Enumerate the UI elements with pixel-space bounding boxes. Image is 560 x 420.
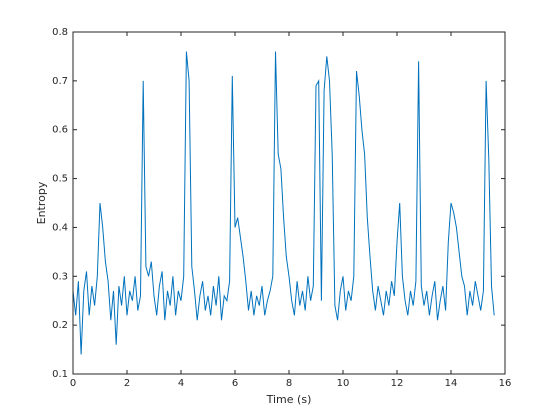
x-tick-label: 0	[70, 378, 76, 389]
x-tick-label: 16	[499, 378, 512, 389]
x-tick-label: 10	[337, 378, 350, 389]
y-tick-label: 0.1	[52, 369, 68, 380]
y-tick-label: 0.6	[52, 125, 68, 136]
x-tick-label: 6	[232, 378, 238, 389]
x-tick-label: 14	[445, 378, 458, 389]
x-axis-label: Time (s)	[266, 393, 312, 406]
x-tick-label: 8	[286, 378, 292, 389]
x-tick-label: 2	[124, 378, 130, 389]
y-tick-label: 0.4	[52, 222, 68, 233]
y-tick-label: 0.2	[52, 320, 68, 331]
x-tick-label: 4	[178, 378, 184, 389]
y-tick-label: 0.5	[52, 174, 68, 185]
data-line	[72, 51, 495, 355]
y-tick-label: 0.7	[52, 76, 68, 87]
y-axis-label: Entropy	[35, 181, 48, 224]
y-tick-label: 0.8	[52, 27, 68, 38]
x-tick-label: 12	[391, 378, 404, 389]
plot-area	[73, 32, 505, 374]
y-tick-label: 0.3	[52, 271, 68, 282]
